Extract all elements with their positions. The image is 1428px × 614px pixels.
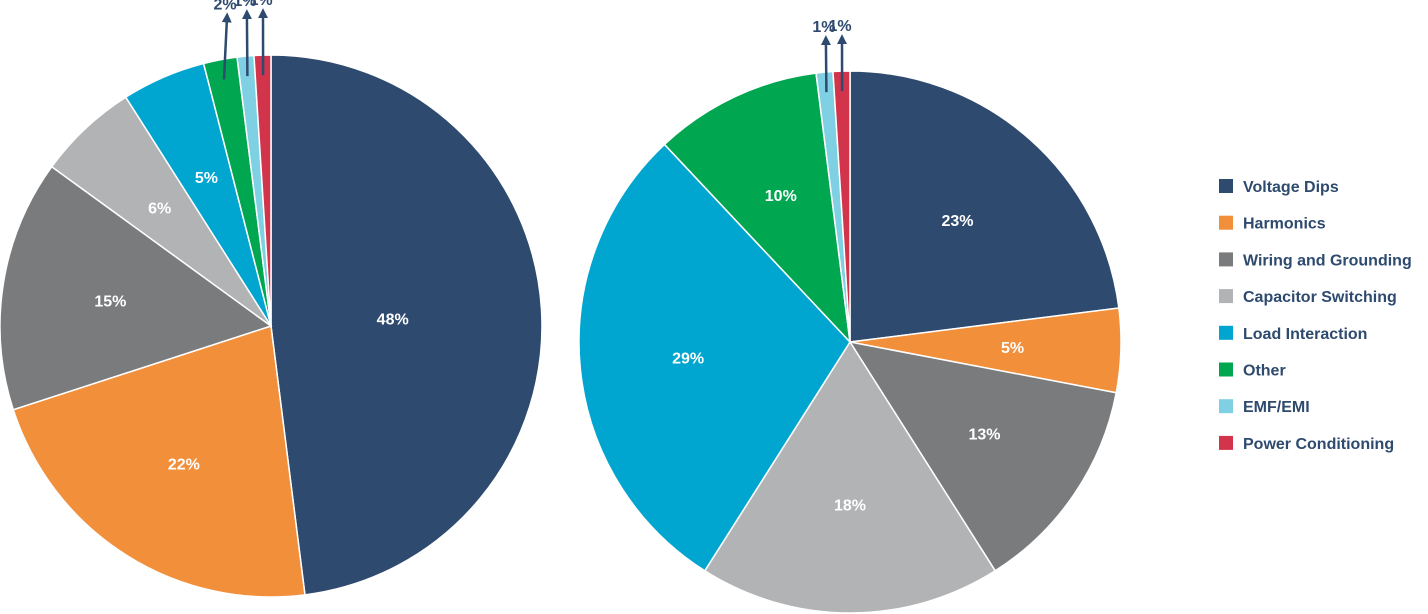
pie0-callout-label-other: 2% [213,0,236,13]
pie1-callout-label-power-conditioning: 1% [828,18,851,35]
pie1-callout-arrow-emf-emi [820,35,831,93]
pie1-label-harmonics: 5% [1001,340,1024,357]
legend-label-harmonics: Harmonics [1243,216,1326,233]
legend-swatch-load-interaction [1219,325,1233,340]
pie1-callout-label-emf-emi: 1% [812,19,835,36]
pie0-slice-harmonics [12,325,306,598]
legend-swatch-capacitor-switching [1219,289,1233,304]
legend-swatch-other [1219,362,1233,377]
pie1-slice-wiring-and-grounding [848,340,1118,572]
pie1-slice-other [663,72,852,345]
legend-label-power-conditioning: Power Conditioning [1243,436,1394,453]
pie1-slice-voltage-dips [849,70,1120,343]
pie0-callout-label-emf-emi: 1% [233,0,256,10]
legend-swatch-voltage-dips [1219,179,1233,193]
pie1-slice-capacitor-switching [703,340,997,614]
legend-swatch-emf-emi [1219,399,1233,414]
legend-swatch-wiring-and-grounding [1219,252,1233,267]
pie0-slice-voltage-dips [270,54,543,596]
legend-swatch-power-conditioning [1219,435,1233,450]
pie0-callout-arrow-emf-emi [241,9,252,77]
legend-label-wiring-and-grounding: Wiring and Grounding [1243,252,1412,269]
pie1-label-load-interaction: 29% [672,350,704,367]
pie-chart-right: 23% 5% 13% 18% 29% 10% 1%1% [578,18,1122,614]
legend-label-voltage-dips: Voltage Dips [1243,179,1339,196]
pie1-label-capacitor-switching: 18% [834,498,866,515]
pie0-slice-wiring-and-grounding [0,165,273,411]
pie0-label-capacitor-switching: 6% [148,201,171,218]
pie1-label-other: 10% [765,188,797,205]
pie0-callout-arrow-other [221,12,232,80]
pie0-label-voltage-dips: 48% [377,311,409,328]
pie1-label-wiring-and-grounding: 13% [968,426,1000,443]
legend-label-other: Other [1243,363,1286,380]
pie1-slice-load-interaction [578,143,851,572]
pie-chart-left: 48%22%15%6%5%2%1%1% [0,0,543,598]
pie0-label-harmonics: 22% [168,456,200,473]
pie0-label-load-interaction: 5% [195,170,218,187]
legend-label-load-interaction: Load Interaction [1243,326,1367,343]
pie0-label-wiring-and-grounding: 15% [94,294,126,311]
pie0-callout-label-power-conditioning: 1% [249,0,272,9]
legend-swatch-harmonics [1219,215,1233,230]
pie1-label-voltage-dips: 23% [941,213,973,230]
legend-label-capacitor-switching: Capacitor Switching [1243,289,1397,306]
legend: Voltage Dips Harmonics Wiring and Groundin… [1219,179,1412,453]
legend-label-emf-emi: EMF/EMI [1243,399,1310,416]
